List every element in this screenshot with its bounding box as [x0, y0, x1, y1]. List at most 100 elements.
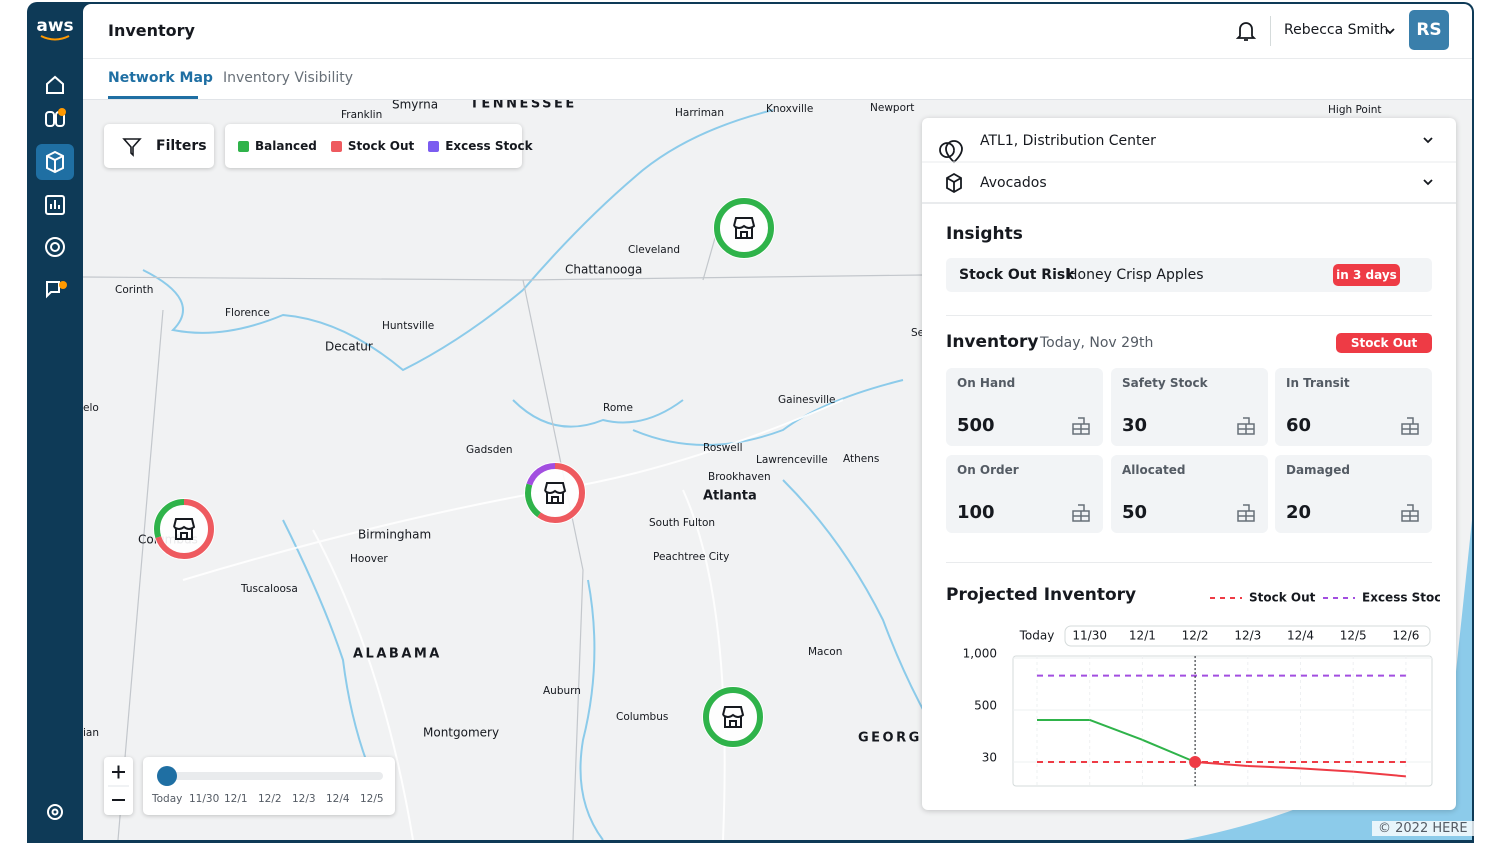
store-marker[interactable]: [713, 197, 775, 259]
filters-label[interactable]: Filters: [156, 138, 207, 154]
legend-label: Stock Out: [1249, 591, 1316, 605]
x-tick-label: 12/1: [1129, 629, 1156, 643]
card-value: 60: [1286, 415, 1312, 436]
binoculars-icon[interactable]: [45, 111, 55, 127]
home-icon[interactable]: [46, 75, 64, 94]
city-label: Columbus: [616, 711, 668, 723]
state-label: GEORGIA: [858, 731, 942, 746]
projection-segment: [1353, 770, 1406, 778]
logo: aws: [36, 16, 73, 36]
tab[interactable]: Inventory Visibility: [223, 70, 353, 86]
x-tick-label: 12/6: [1392, 629, 1419, 643]
insight-item: Honey Crisp Apples: [1067, 267, 1204, 283]
card-icon: [1237, 417, 1255, 435]
city-label: Cleveland: [628, 244, 680, 256]
timeline-label: 11/30: [189, 793, 220, 805]
city-label: High Point: [1328, 104, 1382, 116]
copyright: © 2022 HERE: [1372, 821, 1474, 836]
settings-icon[interactable]: [47, 804, 63, 820]
projected-chart: 30 500 1,000 Today 11/30 12/1 12/2 12/3 12/4 12/5…: [963, 591, 1440, 787]
city-label: South Fulton: [649, 517, 715, 529]
inventory-card: [1111, 368, 1268, 446]
projection-segment: [1247, 765, 1301, 770]
marker-ring: [154, 499, 214, 559]
card-icon: [1072, 417, 1090, 435]
store-marker[interactable]: [524, 462, 586, 524]
reports-icon[interactable]: [45, 195, 65, 215]
legend-swatch: [428, 140, 440, 152]
y-tick-label: 500: [974, 699, 997, 713]
y-tick-label: 30: [982, 751, 997, 765]
timeline[interactable]: [143, 757, 395, 815]
legend-swatch: [330, 140, 342, 152]
timeline-knob[interactable]: [157, 766, 177, 786]
card-icon: [1401, 504, 1419, 522]
location-select[interactable]: ATL1, Distribution Center: [980, 133, 1156, 149]
city-label: Roswell: [703, 442, 743, 454]
timeline-label: 12/5: [360, 793, 384, 805]
city-label: Newport: [870, 102, 914, 114]
card-label: Damaged: [1286, 463, 1350, 477]
legend-label: Stock Out: [347, 139, 415, 153]
timeline-label: Today: [152, 793, 183, 805]
legend-row: Balanced Stock Out Excess Stock: [238, 139, 533, 153]
store-icon: [173, 518, 196, 540]
city-label: Knoxville: [766, 103, 813, 115]
marker-ring: [525, 463, 585, 523]
target-icon[interactable]: [45, 237, 65, 257]
inventory-date: Today, Nov 29th: [1040, 335, 1154, 351]
card-value: 100: [957, 502, 995, 523]
product-select[interactable]: Avocados: [980, 175, 1047, 191]
city-label: Smyrna: [392, 100, 438, 112]
city-label: Tuscaloosa: [240, 583, 298, 595]
user-name[interactable]: Rebecca Smith: [1284, 22, 1389, 38]
card-icon-shape: [1401, 417, 1419, 435]
map-legend: [225, 124, 522, 168]
x-tick-label: 12/4: [1287, 629, 1314, 643]
city-label: Franklin: [341, 109, 382, 121]
bell-icon[interactable]: [1234, 19, 1258, 43]
x-tick-label: Today: [1019, 629, 1055, 643]
card-icon: [1401, 417, 1419, 435]
app-title: Inventory: [108, 21, 195, 40]
chat-icon[interactable]: [46, 281, 60, 299]
store-marker[interactable]: [702, 686, 764, 748]
projection-segment: [1089, 719, 1143, 741]
y-tick-label: 1,000: [963, 647, 997, 661]
x-tick-label: 12/3: [1234, 629, 1261, 643]
card-icon-shape: [1237, 504, 1255, 522]
stock-out-point: [1189, 756, 1202, 768]
projection-segment: [1300, 767, 1354, 773]
timeline-label: 12/4: [326, 793, 350, 805]
avatar[interactable]: RS: [1409, 10, 1449, 50]
city-label: Harriman: [675, 107, 724, 119]
insight-badge: in 3 days: [1333, 264, 1400, 286]
filters-button[interactable]: [104, 124, 214, 168]
city-label: elo: [83, 402, 99, 414]
city-label: Atlanta: [703, 489, 757, 504]
card-label: On Hand: [957, 376, 1016, 390]
legend-swatch: [238, 140, 249, 152]
legend-label: Excess Stock: [445, 139, 533, 153]
store-marker[interactable]: [153, 498, 215, 560]
card-label: Safety Stock: [1122, 376, 1208, 390]
store-icon: [733, 217, 756, 239]
card-icon: [1237, 504, 1255, 522]
city-label: Birmingham: [358, 528, 431, 542]
inventory-card: [1111, 455, 1268, 533]
card-value: 50: [1122, 502, 1148, 523]
legend-item: Stock Out: [330, 139, 415, 153]
city-label: Rome: [603, 402, 633, 414]
marker-ring: [525, 463, 585, 523]
card-label: Allocated: [1122, 463, 1186, 477]
city-label: Decatur: [325, 340, 373, 354]
card-value: 20: [1286, 502, 1312, 523]
card-value: 500: [957, 415, 995, 436]
insight-label: Stock Out Risk: [959, 267, 1075, 283]
city-label: Auburn: [543, 685, 581, 697]
city-label: Huntsville: [382, 320, 434, 332]
store-icon: [544, 482, 567, 504]
timeline-label: 12/3: [292, 793, 316, 805]
tab-active[interactable]: Network Map: [108, 70, 213, 86]
